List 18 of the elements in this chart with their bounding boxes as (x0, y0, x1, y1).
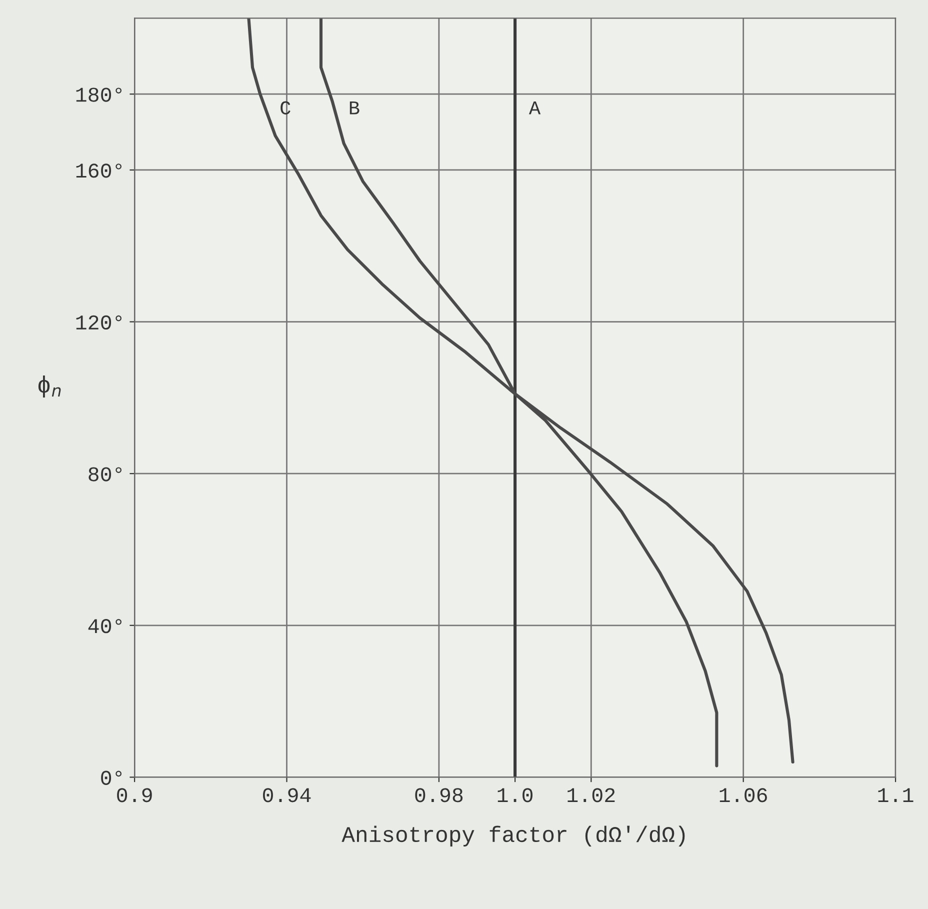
y-tick-label: 0° (101, 770, 122, 785)
y-axis-title: ϕ$_{n}$ (38, 375, 61, 398)
x-tick-label: 1.02 (568, 788, 615, 802)
y-tick-label: 180° (76, 88, 122, 102)
line-series (247, 18, 794, 764)
y-tick-label: 120° (76, 315, 122, 330)
y-tick-label: 160° (76, 164, 122, 178)
x-tick-label: 1.0 (498, 788, 533, 802)
series-label: B (350, 101, 360, 114)
x-axis-title: Anisotropy factor (dΩ′/dΩ) (342, 826, 685, 846)
series-label: A (528, 101, 541, 114)
x-tick-label: 0.94 (263, 788, 311, 802)
x-tick-label: 1.1 (878, 788, 914, 802)
x-tick-label: 0.9 (117, 788, 152, 802)
x-tick-label: 0.98 (415, 788, 463, 802)
y-tick-label: 40° (88, 619, 122, 634)
x-tick-label: 1.06 (720, 788, 767, 802)
y-tick-label: 80° (88, 467, 122, 482)
